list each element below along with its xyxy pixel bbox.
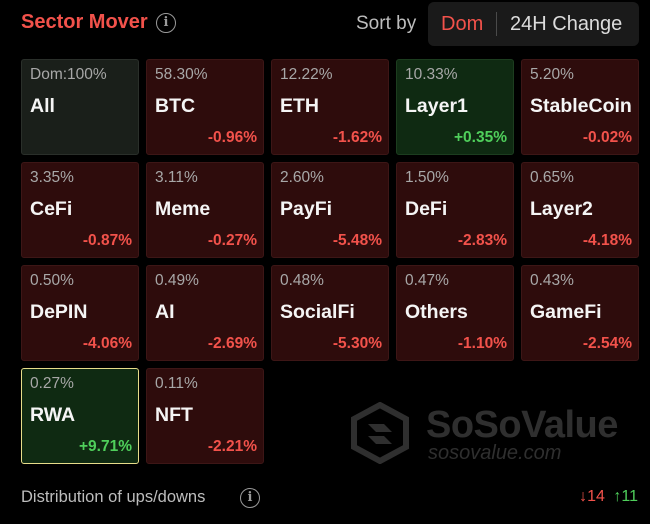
dominance-value: 0.47% xyxy=(405,272,449,289)
sector-tile-payfi[interactable]: 2.60% PayFi -5.48% xyxy=(271,162,389,258)
sosovalue-logo-icon xyxy=(351,402,409,464)
sector-tile-all[interactable]: Dom:100% All xyxy=(21,59,139,155)
dominance-value: 0.48% xyxy=(280,272,324,289)
change-value: -0.96% xyxy=(207,129,257,146)
sector-name: GameFi xyxy=(530,301,602,323)
dominance-value: 2.60% xyxy=(280,169,324,186)
ups-downs-counts: ↓14 ↑11 xyxy=(579,488,638,506)
sort-option-24h-change[interactable]: 24H Change xyxy=(510,13,623,35)
dominance-value: 0.65% xyxy=(530,169,574,186)
change-value: +9.71% xyxy=(78,438,132,455)
sector-tile-gamefi[interactable]: 0.43% GameFi -2.54% xyxy=(521,265,639,361)
dominance-value: 0.43% xyxy=(530,272,574,289)
sector-tile-others[interactable]: 0.47% Others -1.10% xyxy=(396,265,514,361)
watermark-brand: SoSoValue xyxy=(426,404,618,446)
change-value: -2.83% xyxy=(457,232,507,249)
sector-tile-layer2[interactable]: 0.65% Layer2 -4.18% xyxy=(521,162,639,258)
sector-tile-cefi[interactable]: 3.35% CeFi -0.87% xyxy=(21,162,139,258)
sosovalue-watermark: SoSoValue sosovalue.com xyxy=(350,402,640,466)
dominance-value: 58.30% xyxy=(155,66,208,83)
change-value: -0.27% xyxy=(207,232,257,249)
sector-name: DeFi xyxy=(405,198,448,220)
sector-name: StableCoin xyxy=(530,95,632,117)
dominance-value: 0.11% xyxy=(155,375,198,392)
change-value: +0.35% xyxy=(453,129,507,146)
sector-tile-defi[interactable]: 1.50% DeFi -2.83% xyxy=(396,162,514,258)
sector-name: CeFi xyxy=(30,198,73,220)
down-count: ↓14 xyxy=(579,488,605,505)
dominance-value: 12.22% xyxy=(280,66,333,83)
change-value: -1.62% xyxy=(332,129,382,146)
change-value: -0.02% xyxy=(582,129,632,146)
widget-title: Sector Mover xyxy=(21,11,148,33)
dominance-value: 10.33% xyxy=(405,66,458,83)
sector-name: PayFi xyxy=(280,198,333,220)
change-value: -4.06% xyxy=(82,335,132,352)
sector-name: Layer1 xyxy=(405,95,468,117)
change-value: -2.21% xyxy=(207,438,257,455)
sector-tile-stablecoin[interactable]: 5.20% StableCoin -0.02% xyxy=(521,59,639,155)
sector-name: All xyxy=(30,95,55,117)
dominance-value: 1.50% xyxy=(405,169,449,186)
sort-option-dom[interactable]: Dom xyxy=(441,13,484,35)
sector-tile-nft[interactable]: 0.11% NFT -2.21% xyxy=(146,368,264,464)
sector-name: SocialFi xyxy=(280,301,355,323)
sector-tile-eth[interactable]: 12.22% ETH -1.62% xyxy=(271,59,389,155)
up-count: ↑11 xyxy=(613,488,638,505)
dominance-value: 3.35% xyxy=(30,169,74,186)
sector-name: BTC xyxy=(155,95,196,117)
dominance-value: 0.27% xyxy=(30,375,74,392)
sector-name: Layer2 xyxy=(530,198,593,220)
sort-toggle: Dom 24H Change xyxy=(428,2,639,46)
dominance-value: 0.50% xyxy=(30,272,74,289)
sector-tile-socialfi[interactable]: 0.48% SocialFi -5.30% xyxy=(271,265,389,361)
distribution-label: Distribution of ups/downs xyxy=(21,488,206,506)
watermark-url: sosovalue.com xyxy=(428,442,562,464)
info-icon[interactable]: i xyxy=(156,13,176,33)
dominance-value: 5.20% xyxy=(530,66,574,83)
change-value: -1.10% xyxy=(457,335,507,352)
change-value: -5.48% xyxy=(332,232,382,249)
sector-name: ETH xyxy=(280,95,319,117)
info-icon[interactable]: i xyxy=(240,488,260,508)
change-value: -5.30% xyxy=(332,335,382,352)
sector-name: Others xyxy=(405,301,468,323)
change-value: -4.18% xyxy=(582,232,632,249)
sector-tile-ai[interactable]: 0.49% AI -2.69% xyxy=(146,265,264,361)
sector-tile-layer1[interactable]: 10.33% Layer1 +0.35% xyxy=(396,59,514,155)
sector-name: Meme xyxy=(155,198,211,220)
sector-tile-meme[interactable]: 3.11% Meme -0.27% xyxy=(146,162,264,258)
sort-label: Sort by xyxy=(356,13,417,34)
sector-name: RWA xyxy=(30,404,76,426)
sort-divider xyxy=(496,12,497,36)
sector-tile-btc[interactable]: 58.30% BTC -0.96% xyxy=(146,59,264,155)
sector-tile-rwa[interactable]: 0.27% RWA +9.71% xyxy=(21,368,139,464)
sector-tile-depin[interactable]: 0.50% DePIN -4.06% xyxy=(21,265,139,361)
dominance-value: 3.11% xyxy=(155,169,198,186)
sector-name: AI xyxy=(155,301,175,323)
change-value: -2.69% xyxy=(207,335,257,352)
change-value: -2.54% xyxy=(582,335,632,352)
header: Sector Mover i Sort by Dom 24H Change xyxy=(0,0,650,50)
dominance-value: Dom:100% xyxy=(30,66,107,83)
sector-name: NFT xyxy=(155,404,193,426)
sector-name: DePIN xyxy=(30,301,88,323)
dominance-value: 0.49% xyxy=(155,272,199,289)
change-value: -0.87% xyxy=(82,232,132,249)
